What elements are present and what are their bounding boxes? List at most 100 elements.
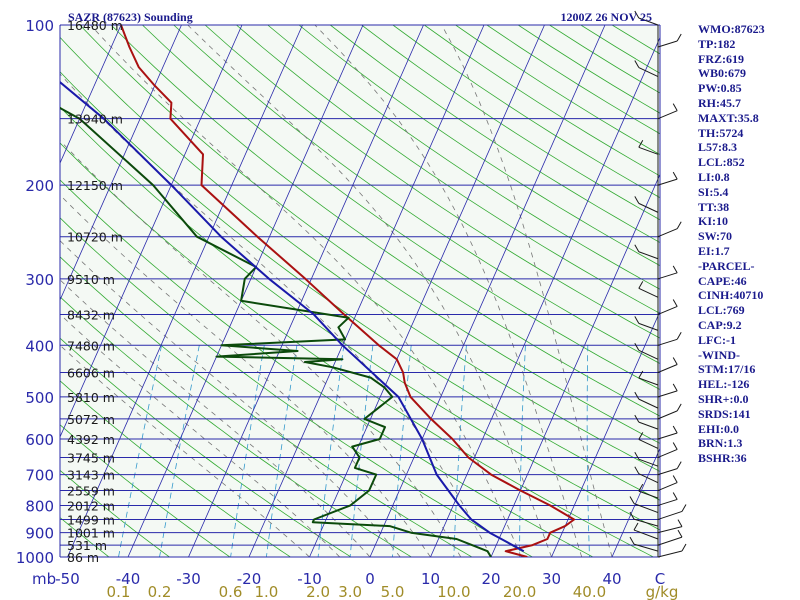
temperature-tick-label: -30 (176, 570, 201, 588)
mixing-ratio-tick-label: 0.2 (148, 583, 172, 600)
index-value: CAPE:46 (698, 273, 747, 288)
mixing-ratio-tick-label: 0.1 (107, 583, 131, 600)
profile-lines (60, 25, 576, 557)
pressure-tick-label: 700 (25, 467, 54, 485)
wind-barb (633, 529, 659, 540)
wind-barb-feather (676, 221, 682, 229)
height-label: 1001 m (67, 526, 115, 541)
index-value: SHR+:0.0 (698, 391, 749, 406)
pressure-tick-label: 1000 (16, 549, 54, 567)
wind-barbs (629, 10, 687, 558)
pressure-tick-label: 900 (25, 525, 54, 543)
mixing-ratio-tick-label: 3.0 (338, 583, 362, 600)
index-value: TH:5724 (698, 125, 744, 140)
wind-barb (657, 498, 678, 506)
wind-barb-feather (634, 196, 640, 204)
mixing-ratio-tick-label: 40.0 (573, 583, 606, 600)
height-label: 9510 m (67, 272, 115, 287)
wind-barb-feather (677, 519, 683, 527)
wind-barb (657, 410, 678, 420)
temperature-tick-label: 30 (542, 570, 561, 588)
index-value: KI:10 (698, 214, 728, 229)
wind-barb-feather (676, 461, 682, 469)
index-value: CAP:9.2 (698, 317, 742, 332)
wind-barb-feather (638, 370, 644, 379)
index-value: BSHR:36 (698, 451, 747, 466)
wind-barb-feather (672, 265, 678, 274)
isotherm (188, 25, 424, 557)
mixing-ratio-tick-label: 20.0 (503, 583, 536, 600)
temperature-tick-label: -50 (55, 570, 80, 588)
index-value: LFC:-1 (698, 332, 736, 347)
wind-barb (638, 349, 659, 360)
index-value: TP:182 (698, 36, 736, 51)
index-value: -PARCEL- (698, 258, 755, 273)
index-value: EI:1.7 (698, 243, 730, 258)
temperature-line (120, 25, 576, 557)
wind-barb (657, 449, 678, 458)
wind-barb (633, 503, 659, 514)
wind-barb (657, 338, 678, 346)
wind-barb-feather (629, 536, 635, 545)
wind-barb-feather (634, 466, 640, 474)
wind-barb-feather (638, 483, 644, 492)
pressure-tick-label: 800 (25, 497, 54, 515)
index-value: L57:8.3 (698, 140, 737, 155)
index-value: WMO:87623 (698, 22, 765, 36)
wind-barb-feather (638, 432, 644, 440)
wind-barb (638, 287, 659, 298)
wind-barb (657, 390, 678, 398)
wind-barb-feather (672, 171, 678, 180)
height-label: 7480 m (67, 338, 115, 353)
wind-barb (657, 40, 678, 48)
index-value: CINH:40710 (698, 288, 764, 303)
wind-barb (638, 67, 659, 78)
temperature-tick-label: -40 (116, 570, 141, 588)
wind-barb (638, 251, 659, 260)
pressure-unit-label: mb (32, 570, 56, 588)
wind-barb (638, 490, 659, 499)
wind-barb (638, 322, 659, 331)
isotherm (369, 25, 606, 557)
isotherm (67, 25, 303, 557)
mixing-ratio-tick-label: 5.0 (381, 583, 405, 600)
isotherm (60, 25, 182, 302)
wind-barb (638, 398, 659, 409)
wind-barb (633, 543, 659, 552)
pressure-tick-label: 200 (25, 177, 54, 195)
wind-barb-feather (672, 383, 678, 392)
wind-barb (657, 272, 678, 280)
wind-barb-feather (672, 103, 678, 111)
wind-barb (657, 536, 683, 546)
index-value: HEL:-126 (698, 377, 750, 392)
temperature-tick-label: -20 (237, 570, 262, 588)
height-label: 2012 m (67, 498, 115, 513)
wind-barb-feather (634, 316, 640, 324)
index-value: SI:5.4 (698, 184, 729, 199)
wind-barb (657, 510, 683, 520)
index-value: MAXT:35.8 (698, 110, 759, 125)
isotherm (490, 173, 660, 557)
wind-barb-feather (629, 496, 635, 504)
pressure-tick-label: 500 (25, 389, 54, 407)
index-value: LI:0.8 (698, 169, 730, 184)
pressure-tick-label: 400 (25, 337, 54, 355)
height-label: 6606 m (67, 366, 115, 381)
height-label: 5072 m (67, 412, 115, 427)
wind-barb-feather (672, 357, 678, 365)
wind-barb (638, 377, 659, 386)
height-label: 4392 m (67, 432, 115, 447)
parcel-line (60, 80, 525, 553)
wind-barb (657, 550, 683, 558)
isotherm (611, 447, 660, 557)
index-value: FRZ:619 (698, 51, 744, 66)
temperature-tick-label: C (655, 570, 665, 588)
wind-barb-feather (634, 343, 640, 351)
pressure-tick-label: 100 (25, 17, 54, 35)
wind-barb (657, 178, 678, 186)
wind-barb-feather (677, 529, 683, 538)
wind-barb-feather (634, 244, 640, 252)
index-value: SRDS:141 (698, 406, 751, 421)
